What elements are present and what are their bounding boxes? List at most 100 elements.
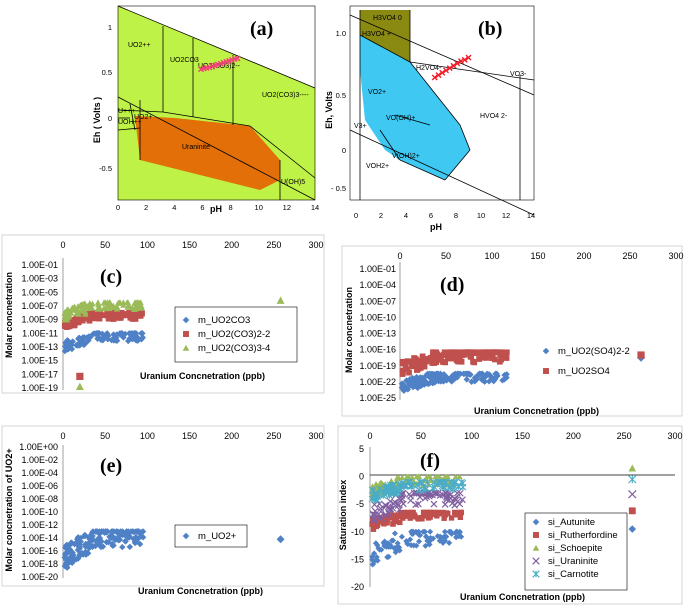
x-tick-label: 150 <box>530 251 545 261</box>
data-point <box>411 355 418 362</box>
data-point <box>533 532 539 538</box>
x-tick-label: 0 <box>397 251 402 261</box>
data-point <box>456 528 463 535</box>
data-point <box>384 503 392 511</box>
data-point <box>107 534 115 542</box>
data-point <box>369 510 377 518</box>
data-point <box>429 379 436 387</box>
x-tick-label: 100 <box>464 431 479 441</box>
data-point <box>395 480 403 488</box>
panel-title: (c) <box>100 266 122 288</box>
y-tick-label: - 0.5 <box>331 184 346 193</box>
data-point <box>470 349 476 356</box>
data-point <box>450 62 457 69</box>
y-tick-label: 1.00E-09 <box>21 315 58 325</box>
x-tick-label: 100 <box>140 240 155 250</box>
y-tick-label: 1.00E-17 <box>21 369 58 379</box>
y-tick-label: 1.00E-02 <box>21 455 58 465</box>
panel-title: (e) <box>100 455 122 477</box>
plot-frame <box>117 5 316 201</box>
data-point <box>489 374 496 382</box>
data-point <box>376 514 383 521</box>
data-point <box>123 299 131 306</box>
y-tick-label: 1.00E-16 <box>359 345 396 355</box>
data-point <box>628 475 637 484</box>
data-point <box>70 551 77 559</box>
data-point <box>478 375 485 383</box>
x-tick-label: 0 <box>116 203 120 212</box>
data-point <box>418 480 426 487</box>
data-point <box>82 315 89 322</box>
data-point <box>99 312 106 319</box>
data-point <box>406 369 412 376</box>
x-tick-label: 300 <box>308 431 323 441</box>
x-axis-label: Uranium Concnetration (ppb) <box>138 586 263 596</box>
data-point <box>95 301 102 308</box>
data-point <box>403 377 410 384</box>
region-label: VO3- <box>510 71 527 78</box>
data-point <box>371 501 378 509</box>
data-point <box>405 473 412 480</box>
data-point <box>425 489 433 497</box>
data-point <box>96 528 103 535</box>
y-tick-label: -15 <box>351 554 364 564</box>
data-point <box>276 296 285 304</box>
legend-entry: si_Rutherfordine <box>548 530 618 541</box>
data-point <box>404 386 412 393</box>
data-point <box>448 515 455 521</box>
data-point <box>86 334 94 341</box>
data-point <box>63 564 71 571</box>
x-tick-label: 200 <box>566 431 581 441</box>
data-point <box>134 528 142 535</box>
data-point <box>89 543 96 551</box>
data-point <box>393 477 400 484</box>
data-point <box>411 512 418 518</box>
panel-e-uo2-plus: (e) Uranium Concnetration (ppb) Molar co… <box>1 425 325 596</box>
data-point <box>404 366 411 373</box>
x-tick-label: 150 <box>182 431 197 441</box>
data-point <box>435 72 442 79</box>
data-point <box>446 539 453 546</box>
data-point <box>397 519 403 526</box>
data-point <box>532 570 540 578</box>
data-point <box>468 378 475 385</box>
data-point <box>423 358 430 365</box>
legend-box <box>524 512 628 591</box>
data-point <box>76 372 84 380</box>
data-point <box>90 310 97 317</box>
x-tick-label: 250 <box>617 431 632 441</box>
data-point <box>109 304 116 311</box>
legend-entry: si_Autunite <box>548 517 595 528</box>
x-axis-label: Uranium Concnetration (ppb) <box>474 406 599 416</box>
x-tick-label: 14 <box>527 211 535 220</box>
data-point <box>486 349 493 356</box>
data-point <box>390 521 396 527</box>
x-tick-label: 300 <box>667 431 682 441</box>
y-tick-label: 1.00E-10 <box>21 507 58 517</box>
data-point <box>71 556 78 563</box>
data-point <box>416 538 423 545</box>
data-point <box>370 517 378 524</box>
data-point <box>395 513 401 519</box>
x-tick-label: 250 <box>266 240 281 250</box>
data-point <box>100 299 108 306</box>
data-point <box>434 513 440 519</box>
data-point <box>502 351 509 358</box>
y-tick-label: 1 <box>108 23 112 32</box>
data-point <box>390 490 398 497</box>
data-point <box>276 535 285 544</box>
data-point <box>132 330 139 338</box>
data-point <box>137 533 145 540</box>
data-point <box>432 489 440 497</box>
panel-b-eh-ph-vanadium: (b) pH Eh, Volts 0 2 4 6 8 10 12 14 1.0 0.5 0 - 0.… <box>324 5 535 232</box>
data-point <box>458 358 465 365</box>
x-axis-label: Uranium Concnetration (ppb) <box>140 371 265 381</box>
data-point <box>110 331 117 338</box>
data-point <box>121 537 129 545</box>
data-point <box>532 557 540 565</box>
data-point <box>435 370 442 378</box>
data-point <box>390 514 397 521</box>
data-point <box>461 370 469 378</box>
data-point <box>132 533 140 541</box>
blue-region <box>360 35 470 180</box>
